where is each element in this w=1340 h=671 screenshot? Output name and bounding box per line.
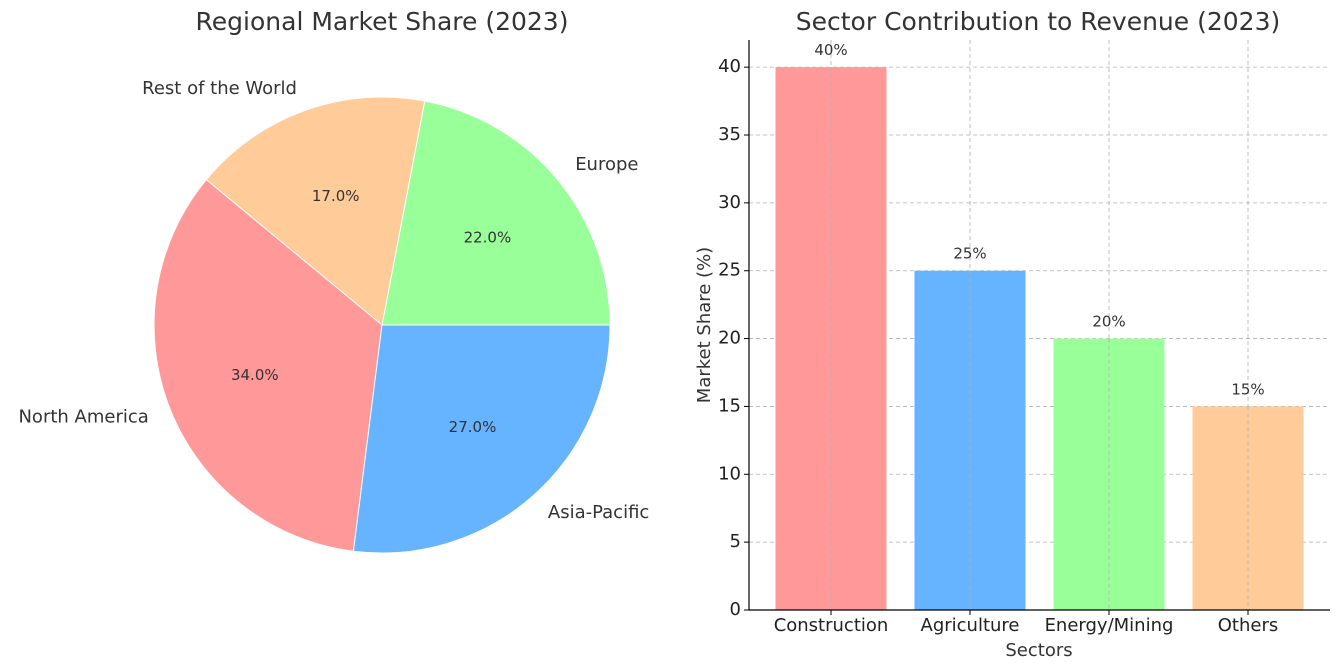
y-tick-label: 5	[730, 531, 741, 552]
y-tick-label: 15	[718, 395, 741, 416]
bar-value-label-agriculture: 25%	[953, 245, 986, 263]
bar-bars: 40% 25% 20% 15%	[775, 41, 1304, 611]
pie-chart-title: Regional Market Share (2023)	[196, 7, 569, 36]
pie-pct-asia-pacific: 27.0%	[449, 418, 497, 436]
bar-axes: 0 5 10 15 20 25 30 35 40 Construction Agriculture E…	[718, 40, 1330, 636]
x-tick-label-energy-mining: Energy/Mining	[1045, 615, 1174, 636]
y-tick-label: 40	[718, 56, 741, 77]
bar-construction	[775, 67, 887, 611]
y-tick-label: 35	[718, 124, 741, 145]
y-tick-label: 25	[718, 260, 741, 281]
y-axis-label: Market Share (%)	[694, 247, 715, 403]
pie-slices	[153, 96, 611, 554]
pie-slice-europe	[381, 100, 611, 326]
pie-label-rest-of-the-world: Rest of the World	[142, 78, 297, 99]
pie-slice-asia-pacific	[352, 324, 611, 554]
x-axis-label: Sectors	[1005, 640, 1072, 661]
y-tick-label: 20	[718, 328, 741, 349]
x-tick-label-others: Others	[1218, 615, 1279, 636]
pie-slice-north-america	[153, 178, 383, 552]
y-tick-label: 10	[718, 463, 741, 484]
pie-pct-europe: 22.0%	[464, 228, 512, 246]
bar-chart-title: Sector Contribution to Revenue (2023)	[796, 7, 1281, 36]
pie-pct-north-america: 34.0%	[231, 366, 279, 384]
y-tick-label: 0	[730, 599, 741, 620]
x-tick-label-agriculture: Agriculture	[921, 615, 1020, 636]
pie-pct-rest-of-the-world: 17.0%	[312, 187, 360, 205]
pie-labels: Europe 22.0% Rest of the World 17.0% North A…	[18, 78, 649, 523]
pie-label-north-america: North America	[18, 406, 148, 427]
bar-value-label-others: 15%	[1231, 380, 1264, 398]
y-tick-label: 30	[718, 192, 741, 213]
pie-label-asia-pacific: Asia-Pacific	[548, 502, 649, 523]
pie-chart: Regional Market Share (2023) Europe 22.0%…	[18, 7, 649, 554]
bar-value-label-energy-mining: 20%	[1092, 313, 1125, 331]
pie-label-europe: Europe	[575, 154, 638, 175]
bar-value-label-construction: 40%	[814, 41, 847, 59]
pie-slice-rest-of-the-world	[205, 96, 426, 326]
bar-chart: Sector Contribution to Revenue (2023) 40…	[694, 7, 1330, 661]
x-tick-label-construction: Construction	[774, 615, 889, 636]
